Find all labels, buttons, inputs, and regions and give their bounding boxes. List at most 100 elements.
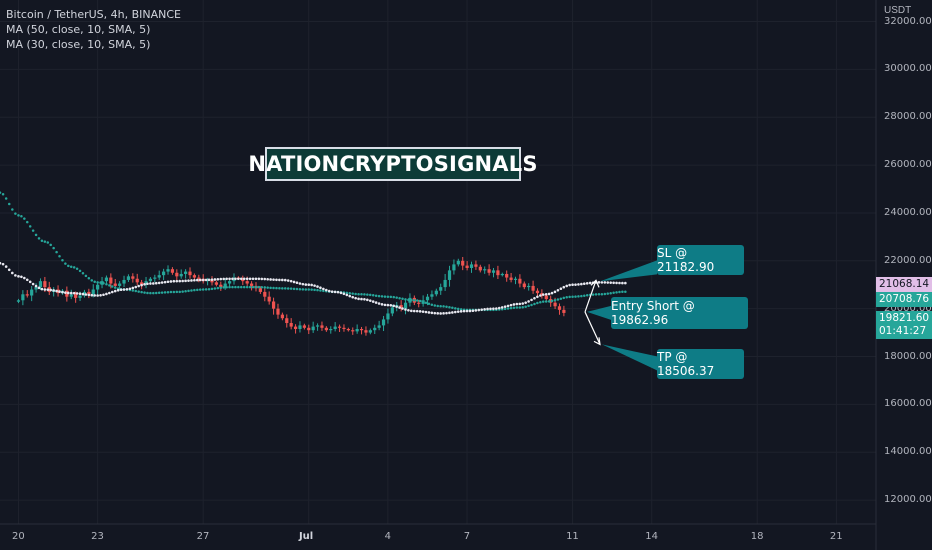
ma-50-point [369, 293, 372, 297]
ma-50-point [316, 288, 319, 292]
ma-50-point [228, 285, 231, 289]
ma-30-point [81, 292, 85, 296]
ma-30-point [72, 291, 76, 295]
ma-30-point [61, 290, 64, 294]
ma-50-point [506, 307, 510, 310]
ma-50-point [0, 191, 2, 194]
ma-30-point [55, 289, 58, 293]
ma-50-point [562, 296, 566, 300]
ma-50-point [81, 272, 85, 275]
candle-body [166, 269, 170, 272]
legend-ma50[interactable]: MA (50, close, 10, SMA, 5) [6, 23, 151, 36]
ma-50-point [187, 289, 190, 293]
ma-30-point [439, 312, 442, 315]
ma-30-point [465, 309, 469, 313]
ma-30-point [556, 289, 560, 292]
ma-30-point [196, 278, 199, 282]
ma-30-point [401, 307, 404, 310]
ma-50-point [427, 302, 431, 306]
candle-body [496, 270, 500, 276]
ma-30-point [178, 279, 182, 283]
ma-50-point [559, 297, 563, 300]
legend-symbol[interactable]: Bitcoin / TetherUS, 4h, BINANCE [6, 8, 182, 21]
candle-body [298, 325, 302, 329]
ma-30-point [377, 302, 381, 305]
ma-30-point [363, 297, 366, 301]
ma-30-point [506, 304, 510, 308]
ma-30-point [495, 307, 498, 310]
ma-50-point [210, 287, 214, 291]
ma-50-point [131, 289, 135, 292]
ma-30-point [175, 279, 179, 283]
ma-30-point [20, 275, 23, 279]
candle-body [544, 295, 548, 300]
candle-body [390, 307, 394, 314]
ma-30-point [342, 292, 346, 296]
candle-body [249, 283, 254, 286]
ma-50-point [37, 237, 41, 240]
ma-30-point [213, 278, 217, 281]
ma-50-point [433, 304, 437, 307]
ma-50-point [172, 290, 176, 294]
ma-50-point [624, 290, 627, 293]
watermark-banner: NATIONCRYPTOSIGNALS [248, 147, 537, 181]
ma-50-point [418, 299, 422, 303]
ma-30-point [462, 309, 466, 313]
candle-body [333, 326, 337, 329]
candle-body [434, 290, 438, 295]
ma-30-point [553, 290, 557, 294]
ma-30-point [433, 311, 437, 315]
ma-30-point [544, 293, 548, 296]
ma-50-point [298, 287, 302, 291]
candle-body [170, 269, 175, 273]
ma-30-point [392, 304, 396, 308]
ma-30-point [163, 280, 167, 284]
entry-callout-pointer [587, 305, 611, 320]
ma-50-point [286, 287, 290, 290]
ma-50-point [26, 220, 29, 224]
ma-50-point [415, 299, 419, 302]
ma-50-point [585, 294, 589, 297]
ma-30-point [219, 277, 223, 281]
legend-ma30[interactable]: MA (30, close, 10, SMA, 5) [6, 38, 151, 51]
entry-callout[interactable]: Entry Short @ 19862.96 [611, 297, 748, 329]
ma-30-point [237, 277, 240, 281]
ma-30-point [480, 308, 483, 311]
ma-30-point [281, 278, 284, 282]
candle-body [408, 297, 412, 303]
ma-30-point [113, 289, 117, 293]
ma-30-point [541, 293, 545, 296]
y-tick-label: 18000.00 [884, 350, 932, 362]
y-tick-label: 24000.00 [884, 206, 932, 218]
ma-50-point [360, 293, 363, 296]
candle-body [267, 296, 271, 302]
ma-30-point [580, 282, 583, 286]
x-tick-label: 21 [829, 531, 843, 542]
ma-30-point [489, 307, 492, 311]
ma-50-point [96, 281, 99, 284]
ma-50-point [34, 233, 38, 237]
candle-body [531, 285, 535, 291]
ma-30-point [597, 281, 601, 284]
tp-callout-pointer [602, 344, 657, 371]
ma-30-point [603, 281, 607, 284]
ma-30-point [169, 280, 173, 283]
ma-30-point [34, 284, 38, 288]
ma-50-point [275, 286, 278, 290]
candle-body [21, 294, 25, 301]
tp-callout[interactable]: TP @ 18506.37 [657, 349, 744, 379]
ma-30-point [225, 277, 228, 281]
ma-50-point [583, 294, 586, 297]
ma-50-point [7, 202, 11, 206]
ma-50-point [524, 305, 527, 308]
ma-30-point [527, 300, 530, 303]
ma-50-point [20, 214, 23, 218]
candle-body [373, 327, 377, 331]
sl-callout[interactable]: SL @ 21182.90 [657, 245, 744, 275]
ma-50-point [454, 307, 457, 310]
ma-30-point [533, 296, 536, 300]
ma-50-point [544, 300, 548, 303]
ma-50-point [108, 284, 111, 287]
ma-50-point [553, 298, 557, 302]
